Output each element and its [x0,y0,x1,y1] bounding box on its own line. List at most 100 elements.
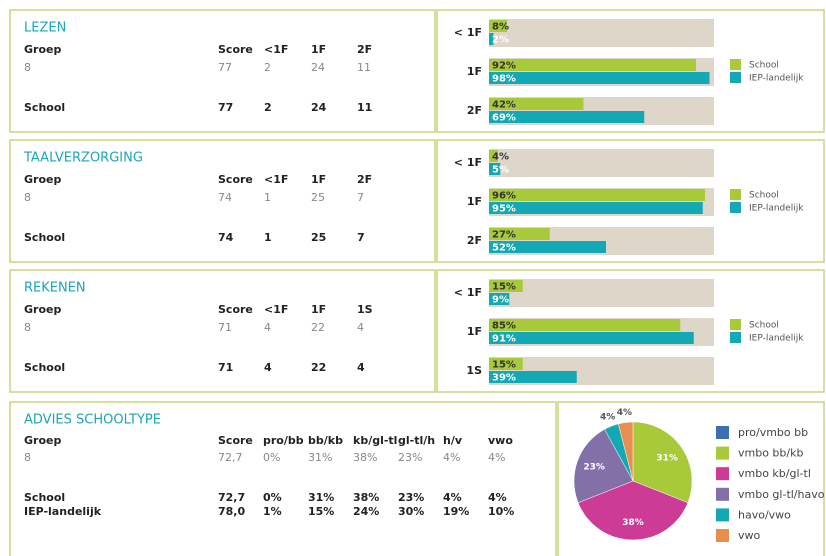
category-label: 2F [467,104,482,117]
table-cell: 11 [357,101,372,114]
table-cell: 0% [263,491,282,504]
bar-track [489,279,714,307]
table-cell: 23% [398,451,422,464]
category-label: 2F [467,234,482,247]
legend-label: School [749,191,779,201]
panel-box [9,9,436,133]
pie-slice [577,480,689,541]
table-cell: 4% [443,451,460,464]
legend-swatch [716,467,729,481]
table-cell: School [24,101,65,114]
bar-label: 96% [492,191,516,202]
bar [489,228,550,240]
table-header: Score [218,173,253,186]
panel-box [557,401,825,556]
bar [489,319,681,331]
table-header: <1F [264,303,288,316]
table-header: 1F [311,43,326,56]
bar [489,59,696,71]
legend-label: IEP-landelijk [749,74,804,84]
bar-label: 15% [492,360,516,371]
category-label: < 1F [454,156,482,169]
table-cell: 4% [488,451,505,464]
bar [489,293,510,305]
table-header: Groep [24,173,61,186]
table-header: 1S [357,303,373,316]
table-cell: 4 [357,361,365,374]
table-cell: 10% [488,505,514,518]
category-label: < 1F [454,286,482,299]
bar-label: 52% [492,243,516,254]
legend-label: vmbo kb/gl-tl [738,467,811,480]
table-cell: School [24,231,65,244]
table-cell: 7 [357,231,365,244]
table-cell: 23% [398,491,424,504]
table-cell: 24 [311,61,325,74]
table-cell: 78,0 [218,505,245,518]
table-header: kb/gl-tl [353,434,397,447]
panel-box [9,269,436,393]
category-label: 1F [467,195,482,208]
bar-label: 4% [492,152,509,163]
bar [489,33,494,45]
table-header: Groep [24,43,61,56]
legend-label: vwo [738,529,761,542]
table-cell: 38% [353,491,379,504]
bar [489,358,523,370]
table-cell: School [24,491,65,504]
legend-label: pro/vmbo bb [738,426,808,439]
bar [489,332,694,344]
table-cell: 8 [24,61,31,74]
table-header: 2F [357,43,372,56]
table-cell: 25 [311,191,325,204]
legend-label: IEP-landelijk [749,334,804,344]
table-cell: 2 [264,61,271,74]
bar [489,72,710,84]
panel-box [436,9,825,133]
table-cell: 7 [357,191,364,204]
table-cell: 4% [443,491,462,504]
table-cell: 30% [398,505,424,518]
pie-label: 38% [622,518,644,528]
bar-track [489,19,714,47]
section-title: ADVIES SCHOOLTYPE [24,413,161,428]
table-cell: 77 [218,101,233,114]
section-title: REKENEN [24,281,86,296]
bar-label: 9% [492,295,509,306]
bar [489,202,703,214]
legend-swatch [730,72,741,83]
legend-label: vmbo bb/kb [738,447,803,460]
bar-label: 85% [492,321,516,332]
pie-slice [632,421,693,504]
table-cell: 31% [308,451,332,464]
table-cell: 4 [264,361,272,374]
bar-label: 15% [492,282,516,293]
legend-label: IEP-landelijk [749,204,804,214]
table-cell: 31% [308,491,334,504]
bar-label: 92% [492,61,516,72]
bar [489,111,645,123]
table-cell: 15% [308,505,334,518]
bar-label: 42% [492,100,516,111]
table-header: Score [218,43,253,56]
table-header: h/v [443,434,463,447]
table-cell: 19% [443,505,469,518]
table-cell: 72,7 [218,491,245,504]
legend-label: School [749,61,779,71]
pie-slice [573,428,634,504]
legend-label: School [749,321,779,331]
table-header: Score [218,303,253,316]
bar-label: 8% [492,22,509,33]
legend-swatch [730,59,741,70]
table-header: <1F [264,173,288,186]
bar [489,150,498,162]
table-cell: 38% [353,451,377,464]
table-cell: 71 [218,321,232,334]
table-cell: 74 [218,191,232,204]
table-cell: 25 [311,231,326,244]
table-cell: 71 [218,361,233,374]
bar-label: 69% [492,113,516,124]
table-header: Groep [24,434,61,447]
table-cell: School [24,361,65,374]
table-cell: 4 [357,321,364,334]
